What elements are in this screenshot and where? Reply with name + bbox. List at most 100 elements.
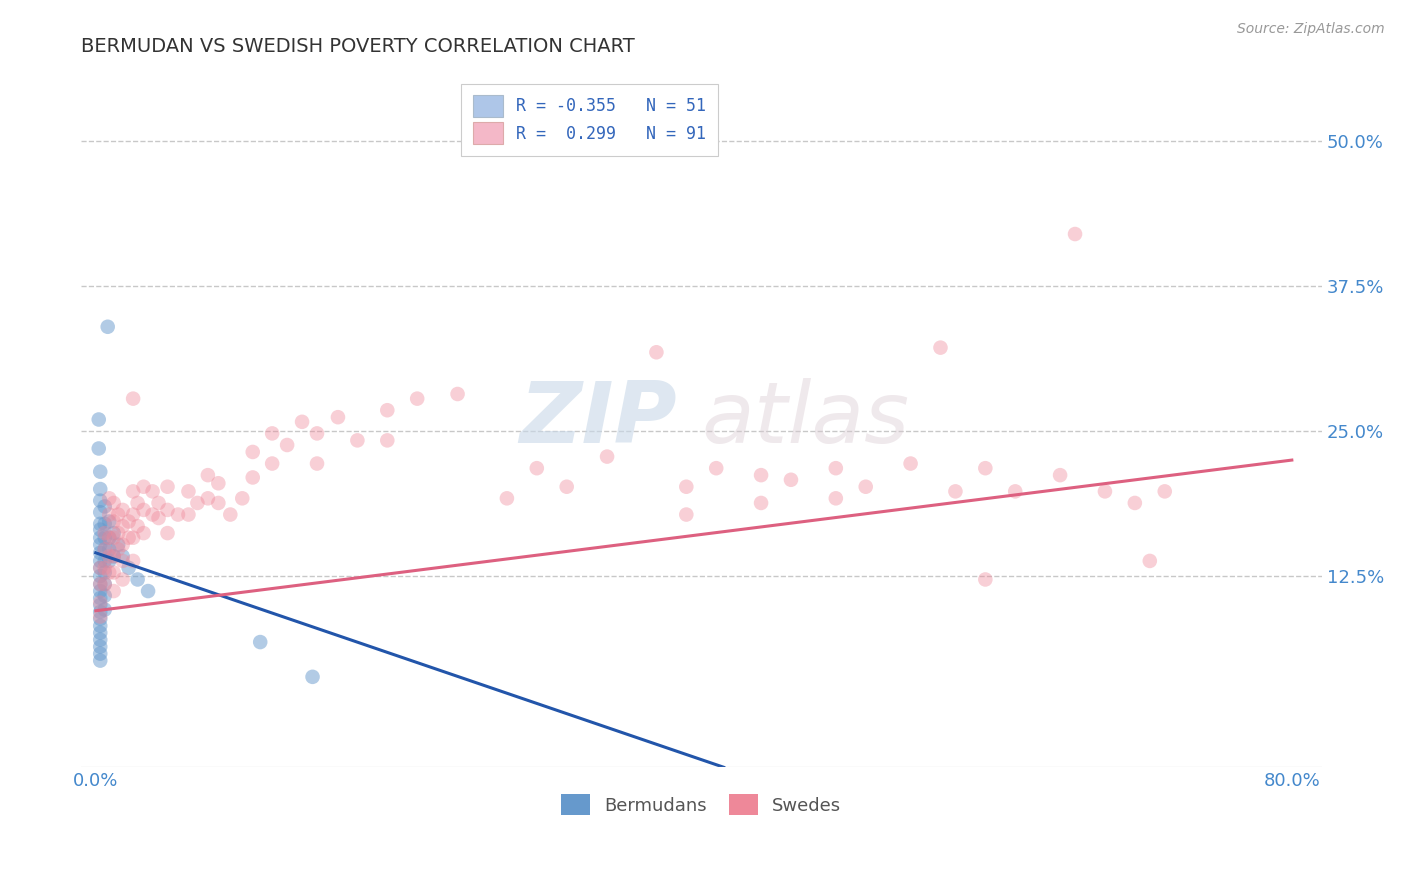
Point	[1064, 227, 1087, 241]
Point	[89, 538, 111, 552]
Point	[148, 496, 170, 510]
Point	[127, 519, 149, 533]
Point	[98, 508, 121, 522]
Point	[142, 484, 165, 499]
Point	[93, 542, 115, 557]
Point	[406, 392, 429, 406]
Point	[93, 589, 115, 603]
Point	[107, 526, 129, 541]
Point	[974, 461, 997, 475]
Point	[98, 542, 121, 557]
Point	[103, 566, 125, 580]
Point	[974, 573, 997, 587]
Point	[207, 476, 229, 491]
Text: ZIP: ZIP	[519, 378, 676, 461]
Point	[89, 591, 111, 605]
Point	[555, 480, 578, 494]
Point	[326, 410, 349, 425]
Point	[1004, 484, 1026, 499]
Point	[111, 503, 134, 517]
Point	[93, 602, 115, 616]
Point	[127, 573, 149, 587]
Point	[98, 554, 121, 568]
Point	[103, 531, 125, 545]
Point	[98, 549, 121, 564]
Point	[111, 549, 134, 564]
Point	[142, 508, 165, 522]
Point	[93, 531, 115, 545]
Point	[103, 496, 125, 510]
Point	[89, 516, 111, 531]
Point	[207, 496, 229, 510]
Point	[780, 473, 803, 487]
Point	[148, 511, 170, 525]
Point	[93, 516, 115, 531]
Point	[900, 457, 922, 471]
Point	[122, 392, 145, 406]
Point	[1123, 496, 1146, 510]
Point	[824, 491, 846, 506]
Point	[749, 468, 772, 483]
Point	[89, 554, 111, 568]
Point	[262, 426, 284, 441]
Point	[89, 569, 111, 583]
Point	[89, 632, 111, 647]
Point	[103, 526, 125, 541]
Point	[132, 480, 155, 494]
Point	[89, 609, 111, 624]
Point	[346, 434, 368, 448]
Text: BERMUDAN VS SWEDISH POVERTY CORRELATION CHART: BERMUDAN VS SWEDISH POVERTY CORRELATION …	[80, 37, 634, 56]
Point	[496, 491, 519, 506]
Point	[89, 482, 111, 496]
Point	[276, 438, 298, 452]
Point	[89, 577, 111, 591]
Point	[103, 549, 125, 564]
Point	[111, 554, 134, 568]
Point	[93, 500, 115, 514]
Point	[596, 450, 619, 464]
Point	[291, 415, 314, 429]
Point	[122, 531, 145, 545]
Point	[305, 426, 328, 441]
Point	[89, 625, 111, 640]
Point	[132, 526, 155, 541]
Point	[89, 531, 111, 545]
Point	[117, 561, 139, 575]
Point	[89, 596, 111, 610]
Point	[93, 577, 115, 591]
Point	[107, 542, 129, 557]
Point	[675, 480, 697, 494]
Point	[242, 445, 264, 459]
Point	[89, 523, 111, 537]
Point	[156, 503, 179, 517]
Point	[89, 654, 111, 668]
Point	[107, 538, 129, 552]
Point	[675, 508, 697, 522]
Point	[89, 640, 111, 654]
Point	[107, 508, 129, 522]
Point	[89, 561, 111, 575]
Point	[749, 496, 772, 510]
Point	[824, 461, 846, 475]
Point	[111, 573, 134, 587]
Point	[305, 457, 328, 471]
Point	[89, 584, 111, 599]
Point	[1139, 554, 1161, 568]
Point	[301, 670, 323, 684]
Point	[526, 461, 548, 475]
Point	[89, 561, 111, 575]
Point	[242, 470, 264, 484]
Point	[231, 491, 253, 506]
Point	[197, 491, 219, 506]
Point	[945, 484, 967, 499]
Point	[1153, 484, 1175, 499]
Point	[127, 496, 149, 510]
Point	[87, 412, 110, 426]
Point	[177, 484, 200, 499]
Point	[136, 584, 159, 599]
Point	[93, 526, 115, 541]
Point	[93, 554, 115, 568]
Point	[704, 461, 727, 475]
Point	[122, 554, 145, 568]
Point	[156, 480, 179, 494]
